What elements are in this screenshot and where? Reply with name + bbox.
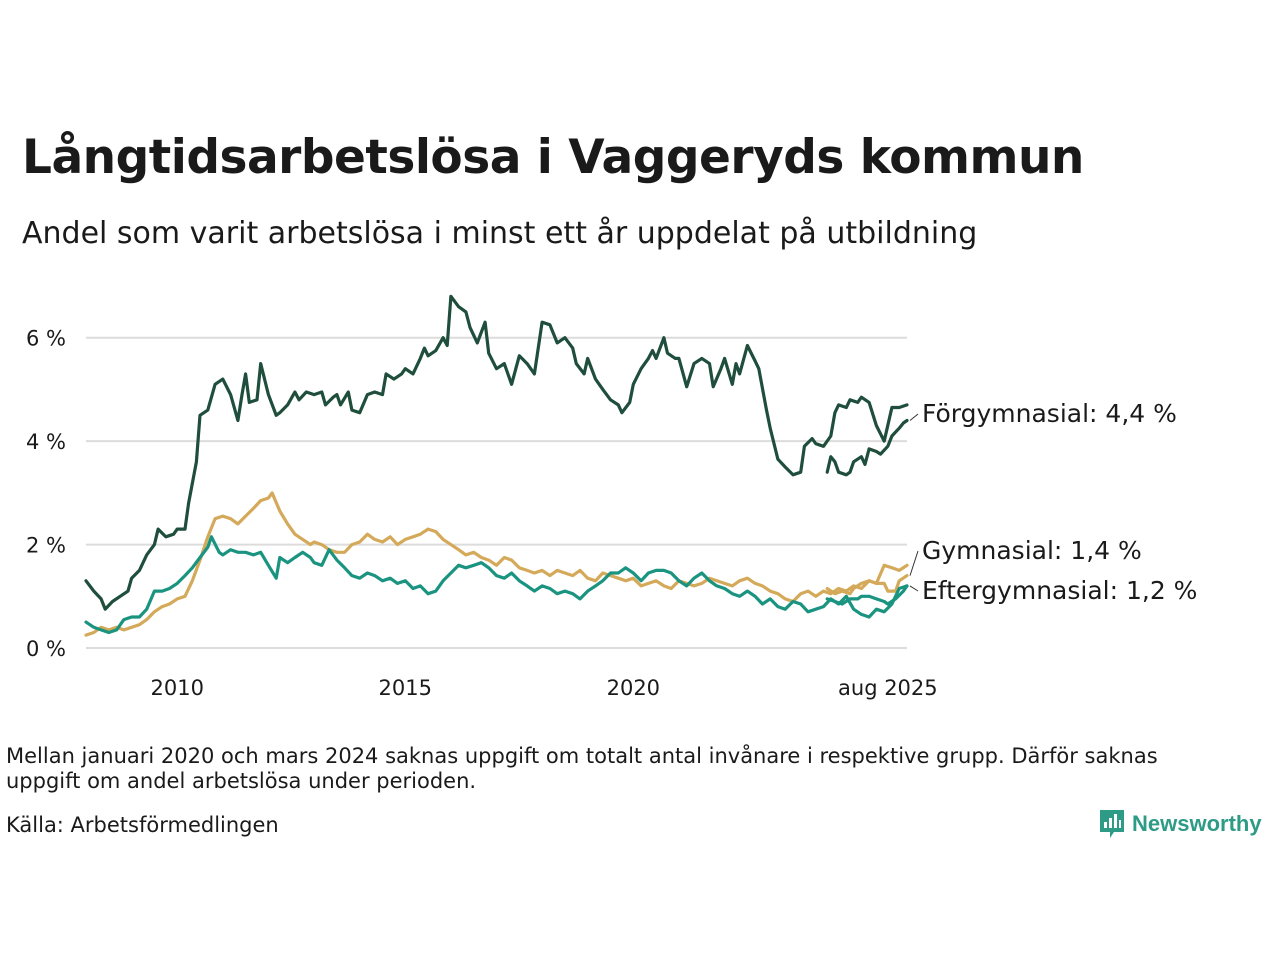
x-tick-label: aug 2025: [838, 676, 938, 700]
chart-source: Källa: Arbetsförmedlingen: [6, 813, 279, 837]
series-end-label: Eftergymnasial: 1,2 %: [922, 576, 1197, 605]
x-tick-label: 2015: [379, 676, 432, 700]
leader-line: [909, 413, 919, 421]
x-tick-label: 2010: [150, 676, 203, 700]
x-tick-label: 2020: [607, 676, 660, 700]
y-tick-label: 6 %: [26, 327, 66, 351]
y-axis: 0 % 2 % 4 % 6 %: [26, 327, 66, 661]
series-line-eftergymnasial: [825, 584, 909, 606]
series-line-förgymnasial: [84, 294, 909, 611]
y-tick-label: 2 %: [26, 534, 66, 558]
series-end-label: Gymnasial: 1,4 %: [922, 536, 1142, 565]
series-line-förgymnasial: [825, 418, 909, 477]
grid-layer: [86, 336, 907, 649]
series-end-label: Förgymnasial: 4,4 %: [922, 399, 1177, 428]
x-axis: 2010 2015 2020 aug 2025: [150, 676, 937, 700]
series-line-gymnasial: [825, 574, 909, 596]
y-tick-label: 4 %: [26, 430, 66, 454]
chart-note: Mellan januari 2020 och mars 2024 saknas…: [6, 744, 1158, 793]
line-chart: 0 % 2 % 4 % 6 % 2010 2015 2020 aug 2025 Förgym…: [26, 294, 1197, 700]
y-tick-label: 0 %: [26, 637, 66, 661]
bar-chart-logo-icon: [1100, 810, 1124, 838]
series-line-eftergymnasial: [84, 535, 909, 635]
chart-title: Långtidsarbetslösa i Vaggeryds kommun: [22, 130, 1084, 185]
series-layer: [84, 294, 909, 637]
newsworthy-logo: Newsworthy: [1098, 808, 1262, 840]
chart-subtitle: Andel som varit arbetslösa i minst ett å…: [22, 216, 978, 251]
series-line-gymnasial: [84, 491, 909, 637]
leader-line: [909, 585, 919, 592]
leader-line: [909, 550, 919, 576]
brand-name: Newsworthy: [1132, 811, 1262, 836]
end-labels: Förgymnasial: 4,4 % Gymnasial: 1,4 % Efter…: [909, 399, 1197, 605]
